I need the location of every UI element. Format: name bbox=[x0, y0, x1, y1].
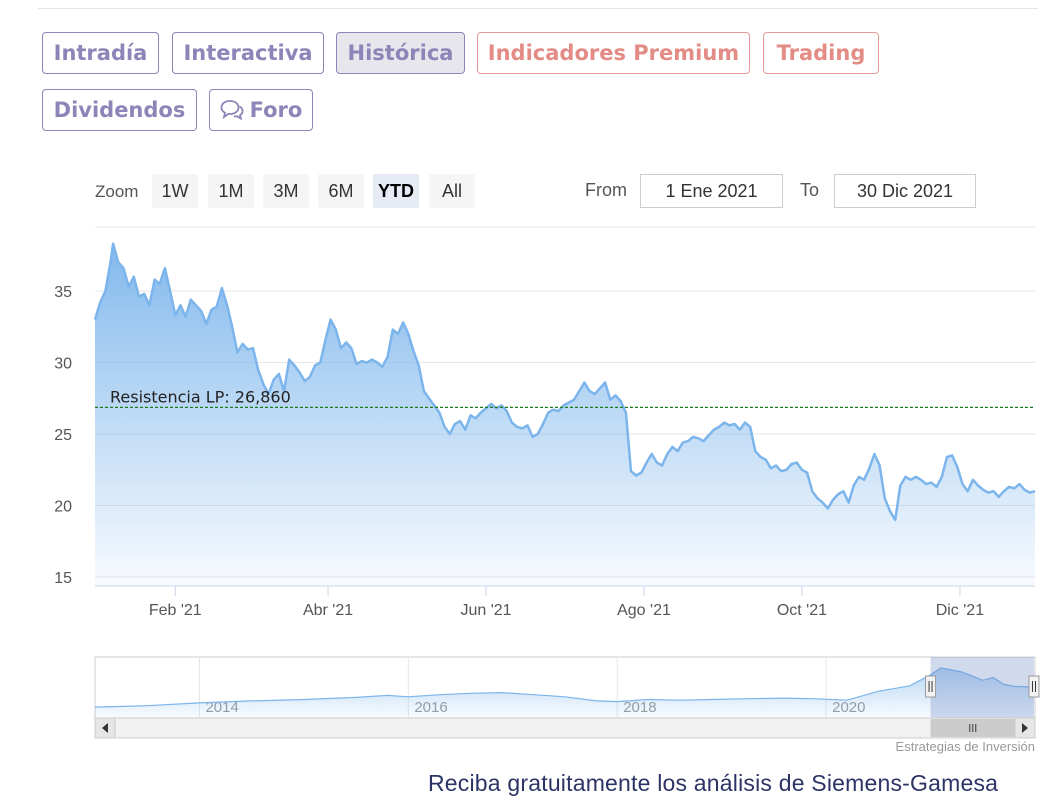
tab-label: Indicadores Premium bbox=[487, 41, 740, 65]
tab-label: Interactiva bbox=[183, 41, 313, 65]
y-tick-label: 30 bbox=[54, 356, 72, 373]
navigator-selection[interactable] bbox=[930, 657, 1034, 718]
y-axis: 15 20 25 30 35 bbox=[54, 284, 72, 587]
x-tick-label: Abr '21 bbox=[303, 602, 353, 619]
tab-dividendos[interactable]: Dividendos bbox=[42, 89, 197, 131]
tab-label: Intradía bbox=[53, 41, 148, 65]
tab-foro[interactable]: Foro bbox=[209, 89, 313, 131]
x-tick-label: Dic '21 bbox=[936, 602, 985, 619]
navigator: 2014201620182020 bbox=[94, 656, 1040, 739]
price-series-line bbox=[93, 242, 1036, 522]
arrow-right-icon bbox=[1022, 723, 1028, 733]
navigator-handle-right[interactable] bbox=[1028, 675, 1040, 698]
chart-credit: Estrategias de Inversión bbox=[895, 739, 1035, 754]
price-area bbox=[95, 243, 1035, 587]
y-tick-label: 35 bbox=[54, 284, 72, 301]
resistance-label: Resistencia LP: 26,860 bbox=[110, 387, 291, 406]
x-tick-label: Feb '21 bbox=[149, 602, 202, 619]
zoom-label: Zoom bbox=[95, 182, 139, 201]
zoom-ytd-button[interactable]: YTD bbox=[373, 174, 419, 208]
tab-intradia[interactable]: Intradía bbox=[42, 32, 159, 74]
x-axis: Feb '21 Abr '21 Jun '21 Ago '21 Oct '21 Dic '… bbox=[149, 586, 984, 619]
arrow-left-icon bbox=[102, 723, 108, 733]
tab-label: Foro bbox=[249, 98, 303, 122]
to-label: To bbox=[800, 180, 820, 200]
navigator-handle-left[interactable] bbox=[925, 675, 937, 698]
chat-bubbles-icon bbox=[220, 99, 244, 121]
zoom-all-button[interactable]: All bbox=[429, 174, 475, 208]
tab-label: Histórica bbox=[347, 41, 454, 65]
tab-historica[interactable]: Histórica bbox=[336, 32, 465, 74]
tab-interactiva[interactable]: Interactiva bbox=[172, 32, 324, 74]
tab-label: Dividendos bbox=[53, 98, 186, 122]
x-tick-label: Jun '21 bbox=[460, 602, 511, 619]
x-tick-label: Oct '21 bbox=[777, 602, 827, 619]
from-date-input[interactable]: 1 Ene 2021 bbox=[640, 174, 783, 208]
y-tick-label: 15 bbox=[54, 570, 72, 587]
from-label: From bbox=[585, 180, 627, 200]
navigator-line bbox=[94, 667, 1035, 708]
zoom-3m-button[interactable]: 3M bbox=[263, 174, 309, 208]
tab-indicadores-premium[interactable]: Indicadores Premium bbox=[477, 32, 750, 74]
tab-label: Trading bbox=[776, 41, 866, 65]
zoom-6m-button[interactable]: 6M bbox=[318, 174, 364, 208]
to-date-input[interactable]: 30 Dic 2021 bbox=[834, 174, 976, 208]
zoom-1w-button[interactable]: 1W bbox=[152, 174, 198, 208]
top-divider bbox=[38, 8, 1038, 9]
y-tick-label: 25 bbox=[54, 427, 72, 444]
newsletter-cta[interactable]: Reciba gratuitamente los análisis de Sie… bbox=[428, 770, 999, 796]
zoom-1m-button[interactable]: 1M bbox=[208, 174, 254, 208]
x-tick-label: Ago '21 bbox=[617, 602, 671, 619]
tab-trading[interactable]: Trading bbox=[763, 32, 879, 74]
navigator-area bbox=[95, 667, 1034, 718]
navigator-scrollbar-track[interactable] bbox=[94, 717, 1036, 739]
y-tick-label: 20 bbox=[54, 499, 72, 516]
